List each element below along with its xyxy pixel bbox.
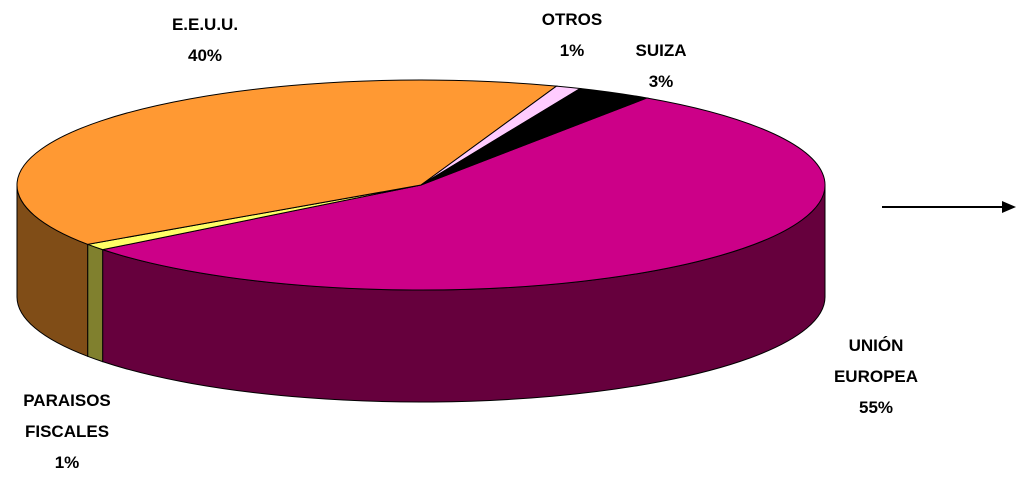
- slice-label: OTROS 1%: [507, 4, 637, 66]
- category-label: OTROS: [541, 10, 603, 29]
- pie-tops: [16, 79, 826, 291]
- value-label: 55%: [858, 398, 894, 417]
- value-label: 3%: [648, 72, 674, 91]
- slice: [420, 87, 649, 186]
- arrow-head: [1002, 201, 1016, 213]
- value-label: 1%: [54, 453, 80, 472]
- slice-label: E.E.U.U. 40%: [140, 9, 270, 71]
- category-label: PARAISOS FISCALES: [23, 391, 111, 441]
- slice: [100, 97, 826, 291]
- value-label: 40%: [187, 46, 223, 65]
- slice: [16, 79, 558, 245]
- slice-label: PARAISOS FISCALES 1%: [2, 385, 132, 478]
- slice-label: UNIÓN EUROPEA 55%: [811, 330, 941, 423]
- category-label: UNIÓN EUROPEA: [833, 336, 919, 386]
- value-label: 1%: [559, 41, 585, 60]
- category-label: SUIZA: [635, 41, 687, 60]
- category-label: E.E.U.U.: [171, 15, 239, 34]
- slice-label: SUIZA 3%: [596, 35, 726, 97]
- slice-side: [87, 243, 104, 363]
